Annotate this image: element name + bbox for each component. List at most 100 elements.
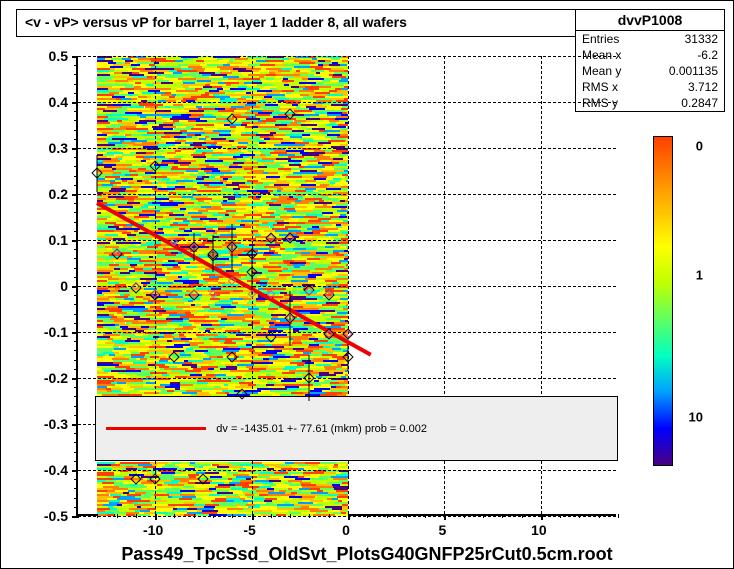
y-tick-minor bbox=[74, 350, 78, 351]
y-tick-minor bbox=[74, 452, 78, 453]
y-tick-minor bbox=[74, 488, 78, 489]
x-tick-minor bbox=[78, 514, 79, 518]
y-tick-minor bbox=[74, 194, 78, 195]
y-tick-minor bbox=[74, 148, 78, 149]
y-tick-minor bbox=[74, 130, 78, 131]
y-tick-label: 0.2 bbox=[28, 186, 68, 202]
x-tick-minor bbox=[136, 514, 137, 518]
y-tick-minor bbox=[74, 203, 78, 204]
x-tick-minor bbox=[232, 514, 233, 518]
x-tick-minor bbox=[174, 514, 175, 518]
colorbar-tick-label: 0 bbox=[696, 138, 703, 153]
y-tick-label: -0.2 bbox=[28, 370, 68, 386]
y-tick-minor bbox=[74, 111, 78, 112]
x-tick-minor bbox=[502, 514, 503, 518]
y-tick-label: -0.4 bbox=[28, 462, 68, 478]
x-tick-label: -5 bbox=[243, 522, 255, 538]
x-tick-minor bbox=[97, 514, 98, 518]
grid-line bbox=[78, 240, 616, 241]
colorbar-tick-label: 1 bbox=[696, 267, 703, 282]
y-tick-minor bbox=[74, 102, 78, 103]
stats-row: Entries 31332 bbox=[576, 31, 724, 47]
y-tick-label: -0.1 bbox=[28, 324, 68, 340]
y-tick-minor bbox=[74, 56, 78, 57]
colorbar bbox=[653, 136, 673, 466]
x-tick-minor bbox=[560, 514, 561, 518]
x-tick-minor bbox=[252, 514, 253, 518]
y-tick-label: 0.4 bbox=[28, 94, 68, 110]
x-tick-minor bbox=[290, 514, 291, 518]
grid-line bbox=[78, 470, 616, 471]
x-tick-minor bbox=[329, 514, 330, 518]
x-tick-minor bbox=[367, 514, 368, 518]
grid-line bbox=[78, 378, 616, 379]
plot-area: dv = -1435.01 +- 77.61 (mkm) prob = 0.00… bbox=[76, 56, 616, 516]
y-tick-label: 0.5 bbox=[28, 48, 68, 64]
y-tick-label: 0.3 bbox=[28, 140, 68, 156]
y-tick-minor bbox=[74, 332, 78, 333]
y-tick-minor bbox=[74, 139, 78, 140]
y-tick-minor bbox=[74, 268, 78, 269]
stats-value: -6.2 bbox=[697, 48, 718, 62]
y-tick-minor bbox=[74, 185, 78, 186]
plot-title: <v - vP> versus vP for barrel 1, layer 1… bbox=[16, 9, 576, 37]
x-tick-minor bbox=[464, 514, 465, 518]
y-tick-minor bbox=[74, 277, 78, 278]
grid-line bbox=[78, 516, 616, 517]
y-tick-minor bbox=[74, 258, 78, 259]
x-tick-minor bbox=[155, 514, 156, 518]
y-tick-minor bbox=[74, 378, 78, 379]
y-tick-minor bbox=[74, 424, 78, 425]
y-tick-minor bbox=[74, 396, 78, 397]
y-tick-minor bbox=[74, 507, 78, 508]
y-tick-minor bbox=[74, 65, 78, 66]
x-tick-minor bbox=[425, 514, 426, 518]
x-tick-label: 0 bbox=[342, 522, 350, 538]
legend-line bbox=[106, 427, 206, 430]
y-tick-minor bbox=[74, 323, 78, 324]
x-tick-minor bbox=[387, 514, 388, 518]
y-tick-minor bbox=[74, 240, 78, 241]
x-tick-minor bbox=[194, 514, 195, 518]
grid-line bbox=[78, 194, 616, 195]
y-tick-minor bbox=[74, 406, 78, 407]
grid-line bbox=[78, 286, 616, 287]
stats-value: 31332 bbox=[685, 32, 718, 46]
y-tick-minor bbox=[74, 479, 78, 480]
y-tick-minor bbox=[74, 360, 78, 361]
x-tick-minor bbox=[213, 514, 214, 518]
x-tick-minor bbox=[579, 514, 580, 518]
x-tick-minor bbox=[541, 514, 542, 518]
y-tick-label: 0 bbox=[28, 278, 68, 294]
y-tick-minor bbox=[74, 120, 78, 121]
x-tick-minor bbox=[271, 514, 272, 518]
x-tick-minor bbox=[483, 514, 484, 518]
grid-line bbox=[78, 148, 616, 149]
x-tick-minor bbox=[309, 514, 310, 518]
title-text: <v - vP> versus vP for barrel 1, layer 1… bbox=[25, 14, 407, 30]
footer-label: Pass49_TpcSsd_OldSvt_PlotsG40GNFP25rCut0… bbox=[1, 544, 733, 565]
y-tick-minor bbox=[74, 295, 78, 296]
x-tick-minor bbox=[348, 514, 349, 518]
grid-line bbox=[78, 102, 616, 103]
y-tick-minor bbox=[74, 212, 78, 213]
y-tick-minor bbox=[74, 249, 78, 250]
y-tick-minor bbox=[74, 387, 78, 388]
y-tick-minor bbox=[74, 341, 78, 342]
stats-value: 3.712 bbox=[688, 80, 718, 94]
y-tick-minor bbox=[74, 74, 78, 75]
colorbar-tick-label: 10 bbox=[689, 409, 703, 424]
y-tick-label: -0.3 bbox=[28, 416, 68, 432]
y-tick-minor bbox=[74, 286, 78, 287]
x-tick-minor bbox=[618, 514, 619, 518]
legend-text: dv = -1435.01 +- 77.61 (mkm) prob = 0.00… bbox=[216, 423, 427, 435]
y-tick-minor bbox=[74, 415, 78, 416]
y-tick-minor bbox=[74, 157, 78, 158]
y-tick-minor bbox=[74, 93, 78, 94]
x-tick-label: 5 bbox=[439, 522, 447, 538]
x-tick-minor bbox=[522, 514, 523, 518]
fit-legend: dv = -1435.01 +- 77.61 (mkm) prob = 0.00… bbox=[95, 396, 618, 460]
stats-value: 0.001135 bbox=[669, 64, 718, 78]
stats-value: 0.2847 bbox=[681, 96, 718, 110]
x-tick-minor bbox=[599, 514, 600, 518]
